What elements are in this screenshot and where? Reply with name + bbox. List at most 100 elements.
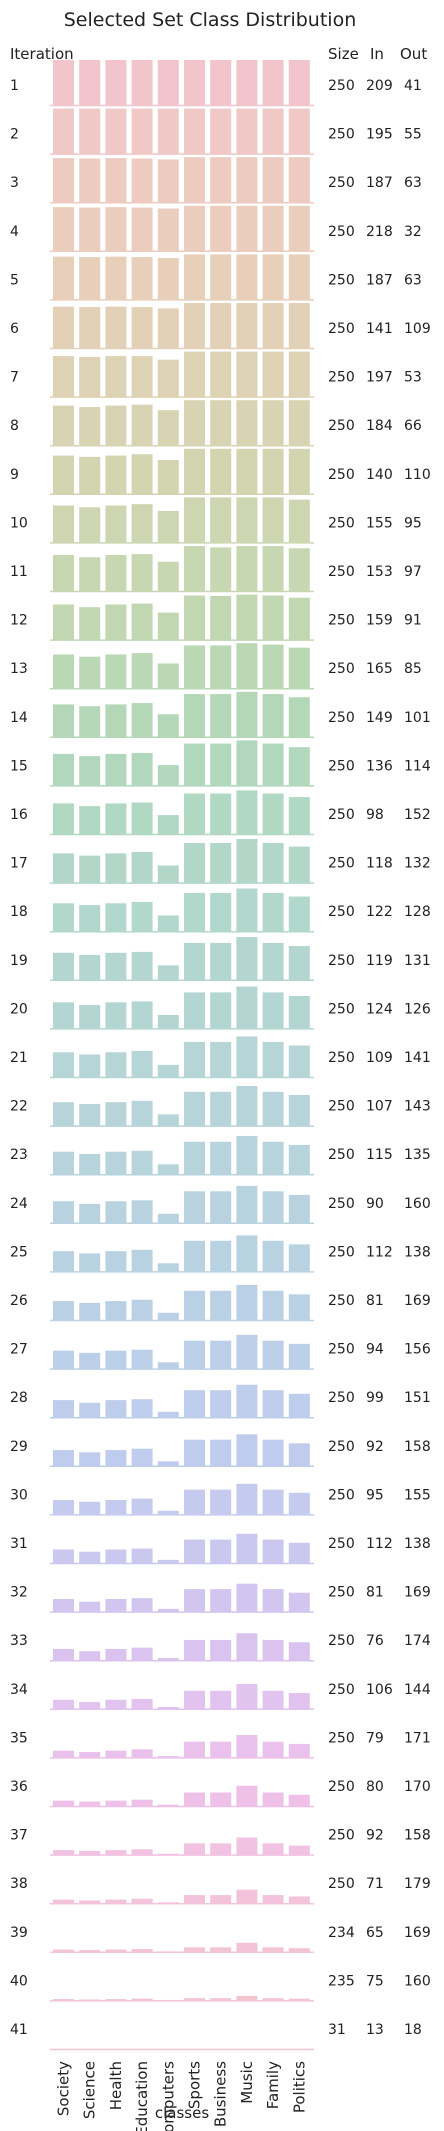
in-value: 13 — [366, 2022, 384, 2038]
class-bar — [53, 1102, 74, 1126]
class-bar — [288, 60, 310, 105]
class-bar — [288, 697, 310, 737]
class-bar — [236, 157, 258, 203]
class-bar — [210, 843, 232, 883]
class-bar — [262, 1947, 284, 1952]
out-value: 53 — [404, 370, 422, 386]
iteration-label: 41 — [10, 2022, 28, 2038]
class-bar — [184, 1895, 205, 1904]
size-value: 250 — [328, 758, 355, 774]
iteration-row: 17 250 118 132 — [10, 838, 431, 884]
class-bar — [79, 1601, 101, 1612]
iteration-label: 20 — [10, 1001, 28, 1017]
class-bar — [184, 1439, 205, 1466]
class-bar — [131, 1399, 153, 1418]
class-bar — [105, 1002, 127, 1029]
class-bar — [236, 790, 258, 834]
size-value: 250 — [328, 272, 355, 288]
class-bar — [288, 1144, 310, 1175]
size-value: 250 — [328, 515, 355, 531]
class-bar — [184, 1589, 205, 1612]
class-bar — [53, 1599, 74, 1612]
class-bar — [79, 905, 101, 932]
size-value: 250 — [328, 1001, 355, 1017]
iteration-label: 4 — [10, 224, 19, 240]
class-bar — [131, 1150, 153, 1175]
class-bar — [131, 307, 153, 348]
class-bar — [288, 1845, 310, 1855]
iteration-label: 18 — [10, 904, 28, 920]
class-bar — [105, 803, 127, 834]
out-value: 152 — [404, 807, 431, 823]
iteration-column-header: Iteration — [10, 45, 74, 63]
class-bar — [157, 1902, 179, 1904]
class-bar — [262, 1895, 284, 1904]
iteration-row: 26 250 81 169 — [10, 1284, 431, 1322]
class-bar — [53, 306, 74, 348]
class-bar — [210, 1639, 232, 1661]
class-bar — [131, 60, 153, 105]
out-value: 131 — [404, 953, 431, 969]
out-value: 63 — [404, 175, 422, 191]
in-value: 187 — [366, 175, 393, 191]
out-value: 55 — [404, 127, 422, 143]
iteration-row: 1 250 209 41 — [10, 60, 422, 107]
size-value: 250 — [328, 78, 355, 94]
size-value: 250 — [328, 661, 355, 677]
class-bar — [157, 1114, 179, 1126]
class-bar — [236, 1284, 258, 1320]
class-bar — [157, 1263, 179, 1272]
in-value: 115 — [366, 1147, 393, 1163]
class-bar — [79, 1702, 101, 1709]
iteration-row: 20 250 124 126 — [10, 986, 431, 1030]
class-bar — [236, 400, 258, 446]
class-bar — [157, 1756, 179, 1758]
class-bar — [210, 1041, 232, 1077]
class-bar — [210, 108, 232, 154]
class-bar — [157, 510, 179, 543]
class-bar — [262, 1240, 284, 1272]
in-value: 92 — [366, 1439, 384, 1455]
class-bar — [262, 1290, 284, 1320]
class-bar — [105, 1800, 127, 1806]
size-value: 250 — [328, 1244, 355, 1260]
class-bar — [157, 1164, 179, 1175]
class-bar — [157, 1014, 179, 1029]
class-bar — [236, 1533, 258, 1563]
class-bar — [288, 1045, 310, 1077]
iteration-row: 25 250 112 138 — [10, 1235, 431, 1273]
class-bar — [210, 595, 232, 640]
class-bar — [53, 1949, 74, 1952]
out-value: 132 — [404, 856, 431, 872]
iteration-row: 5 250 187 63 — [10, 254, 422, 301]
iteration-label: 37 — [10, 1828, 28, 1844]
class-bar — [236, 937, 258, 980]
iteration-row: 29 250 92 158 — [10, 1434, 431, 1468]
class-bar — [288, 1896, 310, 1904]
size-value: 250 — [328, 1730, 355, 1746]
class-bar — [236, 1995, 258, 2001]
size-value: 235 — [328, 1973, 355, 1989]
size-value: 250 — [328, 1342, 355, 1358]
class-bar — [53, 1699, 74, 1709]
class-bar — [105, 455, 127, 494]
class-bar — [157, 612, 179, 640]
class-bar — [53, 1899, 74, 1904]
class-bar — [131, 753, 153, 786]
iteration-row: 21 250 109 141 — [10, 1036, 431, 1079]
iteration-row: 11 250 153 97 — [10, 546, 422, 593]
in-value: 109 — [366, 1050, 393, 1066]
out-value: 18 — [404, 2022, 422, 2038]
class-bar — [157, 258, 179, 300]
class-bar — [53, 604, 74, 640]
class-bar — [157, 1362, 179, 1369]
class-bar — [262, 793, 284, 834]
class-bar — [184, 1390, 205, 1418]
class-bar — [131, 1100, 153, 1126]
iteration-label: 6 — [10, 321, 19, 337]
class-bar — [184, 60, 205, 105]
in-value: 118 — [366, 856, 393, 872]
iteration-label: 32 — [10, 1585, 28, 1601]
class-bar — [53, 1400, 74, 1418]
class-bar — [131, 454, 153, 494]
